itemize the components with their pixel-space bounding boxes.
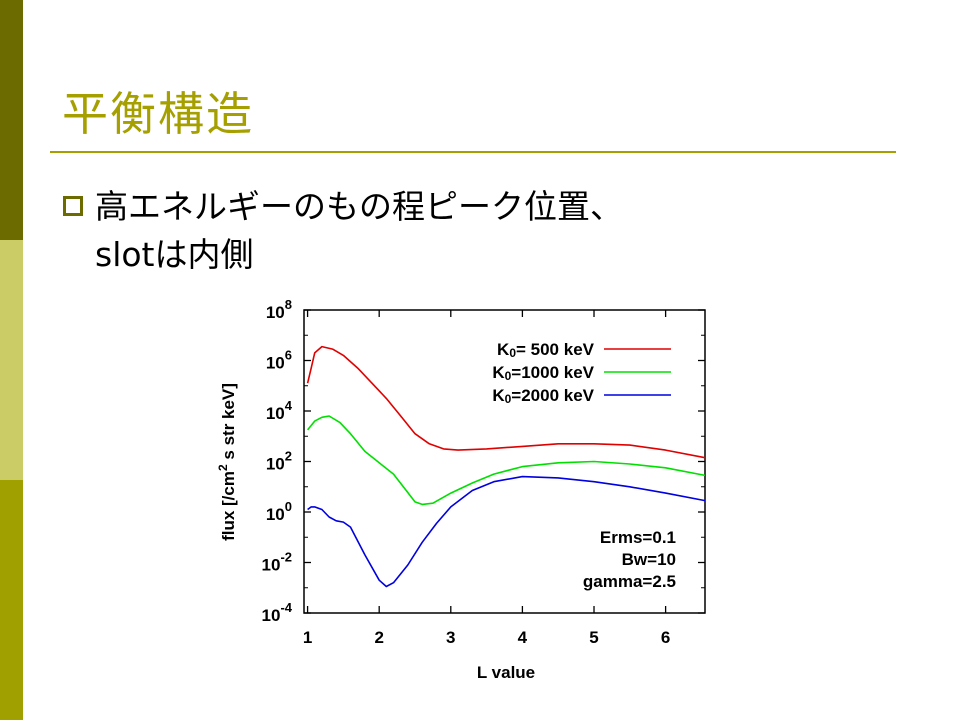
annotation-1: Erms=0.1 bbox=[600, 528, 676, 547]
series-line-1 bbox=[306, 345, 706, 459]
y-axis-label: flux [/cm2 s str keV] bbox=[216, 383, 238, 541]
sidebar-band-bottom bbox=[0, 480, 23, 720]
annotation-3: gamma=2.5 bbox=[583, 572, 676, 591]
y-tick-label: 102 bbox=[266, 449, 292, 474]
sidebar-band-middle bbox=[0, 240, 23, 480]
axis-ticks: 1 2 3 4 5 6 10-4 10-2 100 102 104 106 108 bbox=[262, 297, 705, 647]
y-axis-label-sup: 2 bbox=[216, 464, 230, 471]
y-tick-label: 100 bbox=[266, 499, 292, 524]
legend: K0= 500 keV K0=1000 keV K0=2000 keV bbox=[492, 340, 671, 406]
x-axis-label: L value bbox=[477, 663, 535, 682]
series-layer bbox=[306, 345, 706, 588]
y-tick-label: 104 bbox=[266, 398, 293, 423]
sidebar-band-top bbox=[0, 0, 23, 240]
bullet-text-line-1: 高エネルギーのもの程ピーク位置、 bbox=[95, 187, 623, 226]
y-tick-label: 10-4 bbox=[262, 600, 293, 625]
annotations: Erms=0.1 Bw=10 gamma=2.5 bbox=[583, 528, 676, 591]
x-tick-label: 3 bbox=[446, 628, 455, 647]
y-tick-label: 108 bbox=[266, 297, 292, 322]
x-tick-label: 6 bbox=[661, 628, 670, 647]
x-tick-label: 1 bbox=[303, 628, 312, 647]
series-line-2 bbox=[306, 415, 706, 506]
y-tick-label: 106 bbox=[266, 348, 292, 373]
slide-sidebar bbox=[0, 0, 23, 720]
x-tick-label: 2 bbox=[374, 628, 383, 647]
x-tick-label: 4 bbox=[518, 628, 528, 647]
legend-label-3: K0=2000 keV bbox=[492, 386, 594, 406]
y-tick-label: 10-2 bbox=[262, 550, 292, 575]
annotation-2: Bw=10 bbox=[622, 550, 676, 569]
y-axis-label-pre: flux [/cm bbox=[219, 471, 238, 541]
x-tick-label: 5 bbox=[589, 628, 598, 647]
legend-label-2: K0=1000 keV bbox=[492, 363, 594, 383]
series-line-3 bbox=[307, 475, 706, 588]
legend-label-1: K0= 500 keV bbox=[497, 340, 595, 360]
y-axis-label-post: s str keV] bbox=[219, 383, 238, 464]
slide-title: 平衡構造 bbox=[62, 87, 254, 141]
bullet-text-line-2: slotは内側 bbox=[95, 235, 254, 274]
hollow-square-bullet-icon bbox=[63, 196, 83, 216]
title-underline bbox=[50, 151, 896, 153]
